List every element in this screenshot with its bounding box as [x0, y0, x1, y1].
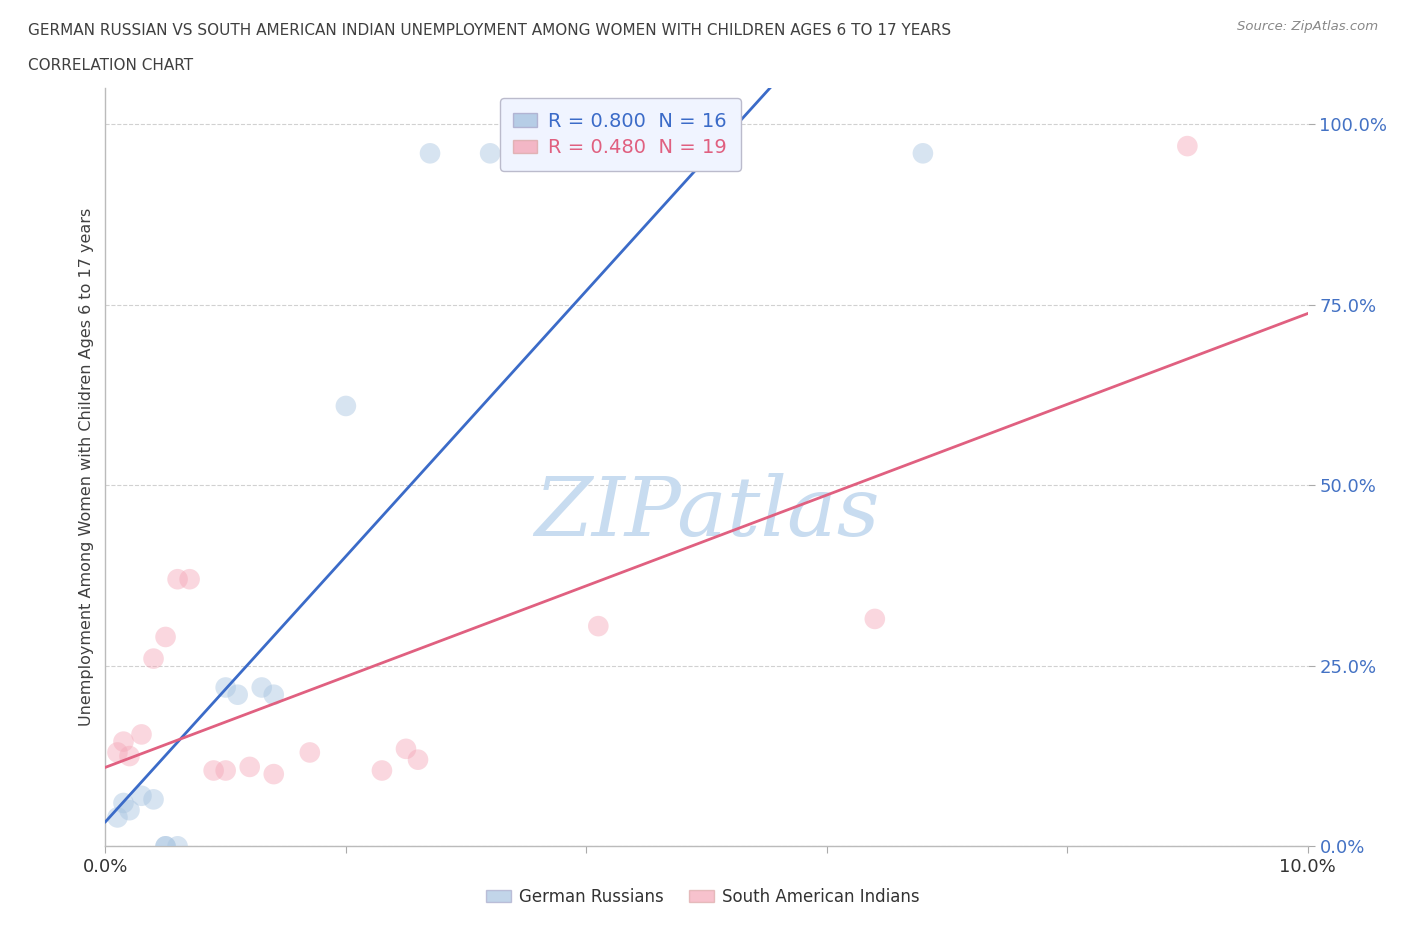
- Point: [395, 741, 418, 756]
- Point: [419, 146, 441, 161]
- Point: [166, 572, 188, 587]
- Point: [863, 612, 886, 627]
- Point: [1175, 139, 1198, 153]
- Point: [371, 763, 394, 777]
- Point: [250, 680, 273, 695]
- Point: [588, 618, 610, 633]
- Point: [155, 839, 177, 854]
- Y-axis label: Unemployment Among Women with Children Ages 6 to 17 years: Unemployment Among Women with Children A…: [79, 208, 94, 726]
- Point: [214, 680, 236, 695]
- Point: [226, 687, 249, 702]
- Point: [155, 839, 177, 854]
- Point: [166, 839, 188, 854]
- Point: [142, 651, 165, 666]
- Point: [112, 795, 135, 810]
- Point: [107, 745, 129, 760]
- Point: [131, 727, 153, 742]
- Point: [239, 760, 262, 775]
- Point: [131, 789, 153, 804]
- Point: [263, 687, 285, 702]
- Point: [335, 399, 357, 414]
- Point: [112, 734, 135, 749]
- Point: [214, 763, 236, 777]
- Point: [298, 745, 321, 760]
- Point: [202, 763, 225, 777]
- Point: [107, 810, 129, 825]
- Point: [479, 146, 502, 161]
- Point: [118, 803, 141, 817]
- Point: [179, 572, 201, 587]
- Point: [911, 146, 934, 161]
- Text: Source: ZipAtlas.com: Source: ZipAtlas.com: [1237, 20, 1378, 33]
- Point: [142, 792, 165, 807]
- Point: [406, 752, 429, 767]
- Text: ZIPatlas: ZIPatlas: [534, 472, 879, 552]
- Point: [263, 766, 285, 781]
- Legend: R = 0.800  N = 16, R = 0.480  N = 19: R = 0.800 N = 16, R = 0.480 N = 19: [501, 98, 741, 171]
- Point: [155, 630, 177, 644]
- Text: CORRELATION CHART: CORRELATION CHART: [28, 58, 193, 73]
- Text: GERMAN RUSSIAN VS SOUTH AMERICAN INDIAN UNEMPLOYMENT AMONG WOMEN WITH CHILDREN A: GERMAN RUSSIAN VS SOUTH AMERICAN INDIAN …: [28, 23, 952, 38]
- Legend: German Russians, South American Indians: German Russians, South American Indians: [479, 881, 927, 912]
- Point: [118, 749, 141, 764]
